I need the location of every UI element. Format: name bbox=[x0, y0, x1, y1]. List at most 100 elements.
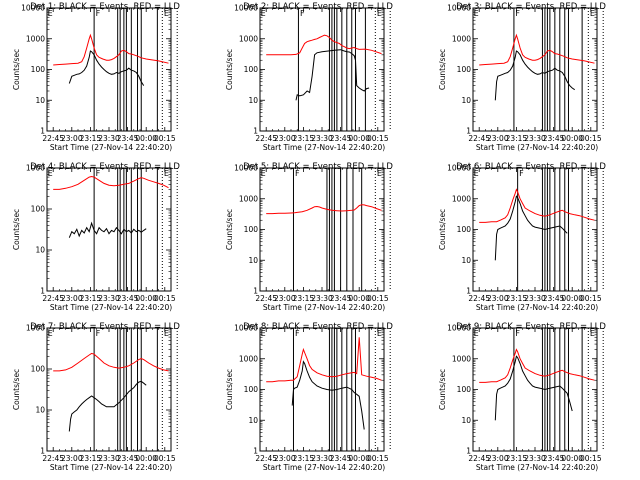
y-axis-label: Counts/sec bbox=[12, 209, 21, 250]
x-tick-label: 23:45 bbox=[543, 454, 565, 463]
lld-series-line bbox=[479, 33, 595, 66]
x-axis-label: Start Time (27-Nov-14 22:40:20) bbox=[263, 143, 385, 152]
y-tick-label: 1000 bbox=[26, 164, 45, 173]
x-tick-label: 23:15 bbox=[506, 134, 528, 143]
y-tick-label: 10 bbox=[248, 256, 258, 265]
x-tick-label: 23:45 bbox=[117, 294, 139, 303]
x-tick-label: 00:15 bbox=[580, 454, 602, 463]
y-tick-label: 1000 bbox=[452, 34, 471, 43]
y-tick-label: 1000 bbox=[452, 194, 471, 203]
x-tick-label: 22:45 bbox=[42, 454, 64, 463]
y-tick-label: 100 bbox=[244, 385, 259, 394]
flag-label: F bbox=[96, 9, 101, 18]
y-tick-label: 1000 bbox=[452, 354, 471, 363]
y-axis-label: Counts/sec bbox=[438, 369, 447, 410]
x-tick-label: 23:30 bbox=[98, 294, 120, 303]
x-tick-label: 00:00 bbox=[135, 454, 157, 463]
x-tick-label: 00:00 bbox=[348, 134, 370, 143]
flag-label: E bbox=[377, 9, 382, 18]
x-tick-label: 23:15 bbox=[80, 294, 102, 303]
y-tick-label: 1 bbox=[253, 127, 258, 136]
y-tick-label: 10 bbox=[35, 96, 45, 105]
x-tick-label: 23:30 bbox=[311, 454, 333, 463]
flag-label: E bbox=[377, 169, 382, 178]
x-axis-label: Start Time (27-Nov-14 22:40:20) bbox=[50, 143, 172, 152]
x-tick-label: 23:30 bbox=[98, 454, 120, 463]
x-tick-label: 00:15 bbox=[154, 294, 176, 303]
x-tick-label: 23:45 bbox=[330, 134, 352, 143]
x-tick-label: 22:45 bbox=[468, 134, 490, 143]
x-tick-label: 23:00 bbox=[61, 294, 83, 303]
x-tick-label: 23:00 bbox=[61, 454, 83, 463]
x-tick-label: 23:00 bbox=[274, 454, 296, 463]
x-tick-label: 00:15 bbox=[580, 134, 602, 143]
x-tick-label: 00:15 bbox=[154, 454, 176, 463]
lld-series-line bbox=[479, 348, 595, 383]
x-tick-label: 23:45 bbox=[543, 134, 565, 143]
flag-label: E bbox=[474, 329, 479, 338]
y-tick-label: 100 bbox=[31, 65, 46, 74]
x-tick-label: 00:00 bbox=[135, 294, 157, 303]
x-tick-label: 23:15 bbox=[293, 454, 315, 463]
x-tick-label: 00:00 bbox=[561, 134, 583, 143]
plot-frame bbox=[46, 327, 172, 452]
flag-label: E bbox=[261, 9, 266, 18]
lld-series-line bbox=[479, 188, 595, 223]
flag-label: F bbox=[519, 169, 524, 178]
x-tick-label: 23:30 bbox=[98, 134, 120, 143]
y-tick-label: 1 bbox=[466, 287, 471, 296]
flag-label: E bbox=[590, 169, 595, 178]
detector-plot-8: Det 8: BLACK = Events, RED = LLD 1 10 100 10… bbox=[225, 322, 393, 472]
y-axis-label: Counts/sec bbox=[438, 209, 447, 250]
x-tick-label: 23:45 bbox=[117, 454, 139, 463]
x-axis-label: Start Time (27-Nov-14 22:40:20) bbox=[50, 463, 172, 472]
x-tick-label: 23:15 bbox=[506, 454, 528, 463]
x-tick-label: 23:00 bbox=[487, 294, 509, 303]
y-tick-label: 100 bbox=[31, 365, 46, 374]
events-series-line bbox=[291, 360, 365, 430]
lld-series-line bbox=[266, 34, 382, 56]
y-tick-label: 10 bbox=[35, 406, 45, 415]
y-tick-label: 10000 bbox=[447, 4, 471, 13]
x-tick-label: 23:00 bbox=[274, 294, 296, 303]
x-tick-label: 23:00 bbox=[61, 134, 83, 143]
y-axis-label: Counts/sec bbox=[225, 209, 234, 250]
plot-title: Det 5: BLACK = Events, RED = LLD bbox=[243, 162, 393, 172]
x-tick-label: 23:15 bbox=[293, 294, 315, 303]
lld-series-line bbox=[53, 175, 169, 190]
plot-frame bbox=[472, 167, 598, 292]
plot-frame bbox=[46, 7, 172, 132]
flag-label: F bbox=[96, 169, 101, 178]
x-tick-label: 22:45 bbox=[42, 134, 64, 143]
y-tick-label: 100 bbox=[244, 65, 259, 74]
plot-frame bbox=[472, 327, 598, 452]
plot-title: Det 3: BLACK = Events, RED = LLD bbox=[456, 2, 606, 12]
x-axis-label: Start Time (27-Nov-14 22:40:20) bbox=[476, 143, 598, 152]
lld-series-line bbox=[266, 337, 382, 383]
detector-plot-3: Det 3: BLACK = Events, RED = LLD 1 10 100 10… bbox=[438, 2, 606, 152]
x-tick-label: 00:15 bbox=[154, 134, 176, 143]
y-tick-label: 100 bbox=[457, 65, 472, 74]
y-tick-label: 1 bbox=[40, 127, 45, 136]
plot-title: Det 4: BLACK = Events, RED = LLD bbox=[30, 162, 180, 172]
detector-plot-7: Det 7: BLACK = Events, RED = LLD 1 10 100 10… bbox=[12, 322, 180, 472]
x-tick-label: 23:15 bbox=[506, 294, 528, 303]
flag-label: E bbox=[164, 9, 169, 18]
x-tick-label: 23:30 bbox=[311, 294, 333, 303]
y-tick-label: 10 bbox=[248, 96, 258, 105]
y-tick-label: 1000 bbox=[239, 194, 258, 203]
flag-label: F bbox=[300, 9, 305, 18]
plot-title: Det 1: BLACK = Events, RED = LLD bbox=[30, 2, 180, 12]
y-tick-label: 10 bbox=[461, 416, 471, 425]
x-tick-label: 00:00 bbox=[561, 294, 583, 303]
x-tick-label: 00:00 bbox=[348, 294, 370, 303]
plot-title: Det 2: BLACK = Events, RED = LLD bbox=[243, 2, 393, 12]
y-tick-label: 1 bbox=[40, 447, 45, 456]
x-tick-label: 00:15 bbox=[580, 294, 602, 303]
detector-plot-4: Det 4: BLACK = Events, RED = LLD 1 10 100 10… bbox=[12, 162, 180, 312]
x-tick-label: 22:45 bbox=[42, 294, 64, 303]
detector-plot-2: Det 2: BLACK = Events, RED = LLD 1 10 100 10… bbox=[225, 2, 393, 152]
events-series-line bbox=[68, 221, 147, 238]
y-tick-label: 1000 bbox=[26, 34, 45, 43]
